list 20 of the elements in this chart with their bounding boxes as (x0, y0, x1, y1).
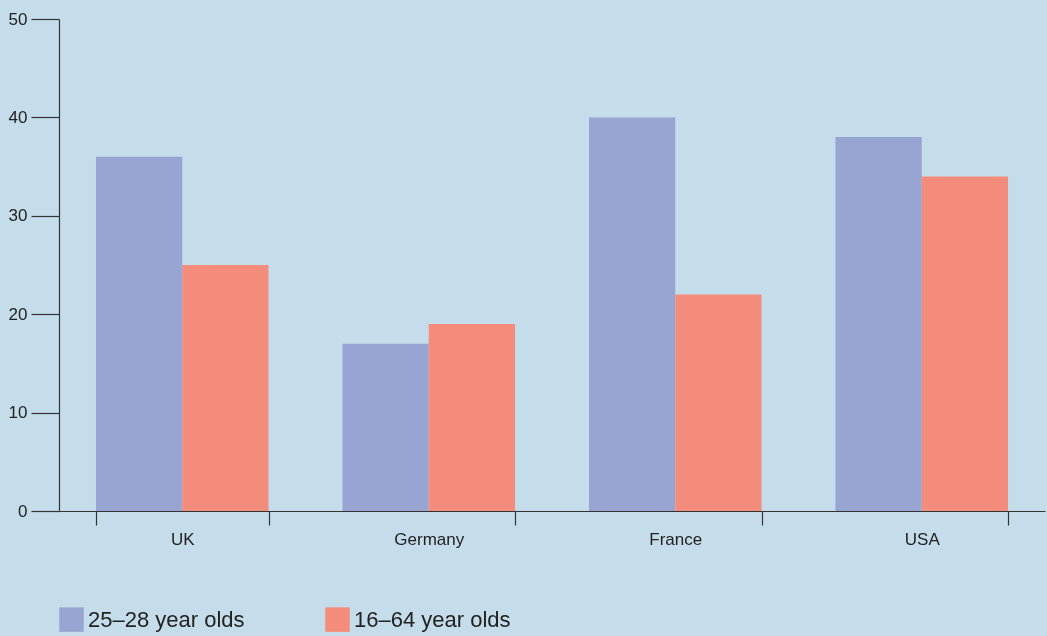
x-tick-label: Germany (394, 529, 465, 549)
y-tick-label: 20 (8, 304, 28, 324)
bar (95, 156, 183, 511)
y-tick-label: 40 (8, 107, 28, 127)
y-tick-label: 30 (8, 206, 28, 226)
bar (835, 137, 922, 511)
bar (428, 324, 516, 511)
bar (342, 343, 429, 511)
bar (182, 265, 269, 511)
legend-label: 16–64 year olds (354, 606, 511, 632)
y-tick-label: 10 (8, 403, 28, 423)
y-tick-label: 0 (18, 501, 28, 521)
x-tick-label: France (649, 529, 703, 549)
x-tick-label: USA (904, 529, 941, 549)
x-tick-label: UK (170, 529, 196, 549)
bar (588, 117, 676, 511)
bar (675, 294, 762, 511)
y-tick-label: 50 (8, 9, 28, 29)
bar (921, 176, 1009, 511)
legend-label: 25–28 year olds (88, 606, 245, 632)
